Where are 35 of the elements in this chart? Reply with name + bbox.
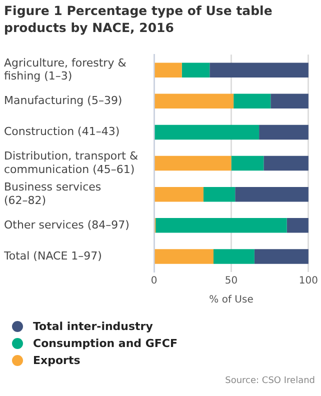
legend-label: Exports xyxy=(33,354,80,367)
x-tick-label: 0 xyxy=(150,276,158,287)
bar xyxy=(154,156,232,171)
bar xyxy=(203,186,236,202)
bar xyxy=(154,94,234,109)
bar xyxy=(254,249,308,264)
bar xyxy=(154,186,204,202)
x-tick-label: 50 xyxy=(224,276,238,287)
legend-label: Total inter-industry xyxy=(33,320,153,333)
y-tick-label: Total (NACE 1–97) xyxy=(3,249,102,262)
bar xyxy=(154,62,182,78)
x-axis-title: % of Use xyxy=(209,294,254,306)
y-tick-label: Construction (41–43) xyxy=(4,125,120,138)
bar xyxy=(235,186,308,202)
y-tick-label: Manufacturing (5–39) xyxy=(4,94,122,108)
bar xyxy=(210,62,308,78)
bar xyxy=(264,156,308,171)
bar xyxy=(154,124,260,140)
source-note: Source: CSO Ireland xyxy=(225,376,315,386)
bar xyxy=(231,156,264,171)
x-tick-label: 100 xyxy=(298,276,318,287)
bar xyxy=(270,94,308,109)
bar xyxy=(182,62,210,78)
bar xyxy=(286,218,308,233)
y-tick-label: Other services (84–97) xyxy=(4,218,130,232)
bar xyxy=(154,249,214,264)
y-tick-label: Business services (62–82) xyxy=(4,180,102,207)
y-tick-label: Agriculture, forestry & fishing (1–3) xyxy=(4,56,127,83)
bar xyxy=(234,94,271,109)
chart-title: Figure 1 Percentage type of Use table products by NACE, 2016 xyxy=(4,2,274,36)
legend-label: Consumption and GFCF xyxy=(33,337,178,350)
bar xyxy=(259,124,308,140)
bar xyxy=(214,249,254,264)
bar xyxy=(156,218,287,233)
y-tick-label: Distribution, transport & communication (45–61) xyxy=(4,150,138,176)
